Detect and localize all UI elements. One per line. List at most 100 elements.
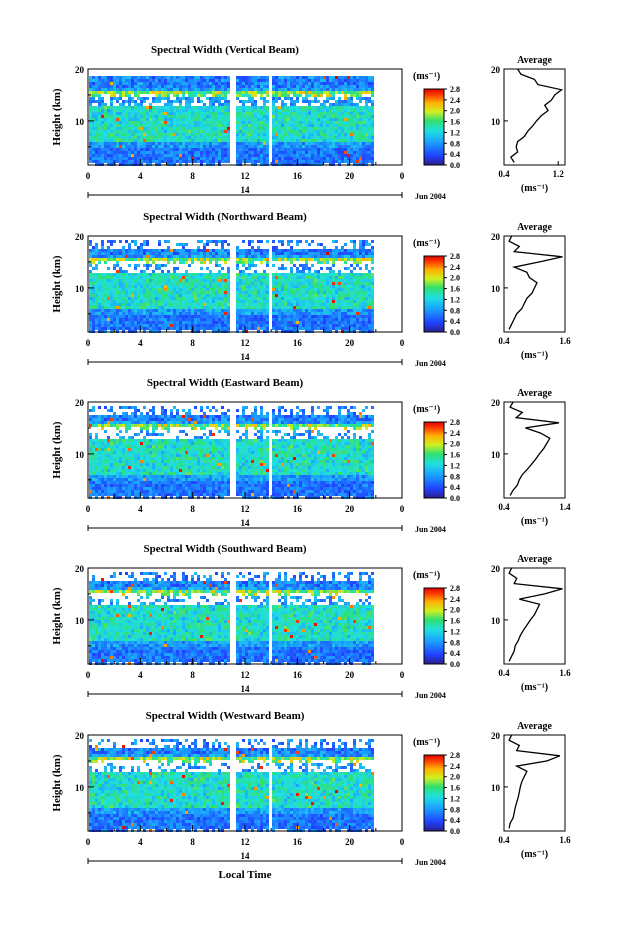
heatmap-cell	[167, 97, 170, 100]
heatmap-cell	[209, 321, 212, 324]
heatmap-cell	[221, 327, 224, 330]
heatmap-cell	[206, 148, 209, 151]
heatmap-cell	[353, 154, 356, 157]
heatmap-cell	[191, 258, 194, 261]
heatmap-cell	[239, 133, 242, 136]
heatmap-cell	[338, 79, 341, 82]
heatmap-cell	[191, 255, 194, 258]
average-unit: (ms⁻¹)	[521, 183, 548, 194]
heatmap-cell	[152, 255, 155, 258]
heatmap-cell	[176, 118, 179, 121]
heatmap-cell	[128, 276, 131, 279]
heatmap-cell	[209, 157, 212, 160]
heatmap-cell	[329, 297, 332, 300]
heatmap-cell	[263, 88, 266, 91]
heatmap-cell	[296, 115, 299, 118]
heatmap-cell	[203, 327, 206, 330]
heatmap-cell	[350, 282, 353, 285]
heatmap-cell	[125, 324, 128, 327]
heatmap-cell	[89, 273, 92, 276]
heatmap-cell	[224, 136, 227, 139]
heatmap-cell	[329, 282, 332, 285]
heatmap-cell	[311, 130, 314, 133]
heatmap-cell	[260, 258, 263, 261]
heatmap-cell	[158, 133, 161, 136]
heatmap-cell	[134, 252, 137, 255]
heatmap-cell	[365, 151, 368, 154]
heatmap-cell	[143, 282, 146, 285]
heatmap-cell	[149, 148, 152, 151]
heatmap-cell	[248, 130, 251, 133]
heatmap-cell	[272, 91, 275, 94]
heatmap-cell	[329, 130, 332, 133]
heatmap-cell	[215, 252, 218, 255]
heatmap-cell	[284, 157, 287, 160]
heatmap-cell	[155, 288, 158, 291]
heatmap-cell	[122, 112, 125, 115]
heatmap-cell	[347, 151, 350, 154]
heatmap-cell	[191, 294, 194, 297]
heatmap-cell	[95, 309, 98, 312]
heatmap-cell	[146, 282, 149, 285]
heatmap-cell	[182, 157, 185, 160]
heatmap-cell	[215, 291, 218, 294]
heatmap-cell	[266, 76, 269, 79]
heatmap-cell	[101, 139, 104, 142]
heatmap-cell	[338, 88, 341, 91]
heatmap-cell	[149, 318, 152, 321]
heatmap-cell	[101, 297, 104, 300]
heatmap-cell	[278, 133, 281, 136]
heatmap-cell	[284, 151, 287, 154]
heatmap-cell	[209, 306, 212, 309]
heatmap-cell	[215, 249, 218, 252]
heatmap-cell	[146, 136, 149, 139]
heatmap-cell	[371, 130, 374, 133]
heatmap-cell	[221, 112, 224, 115]
heatmap-cell	[119, 315, 122, 318]
heatmap-cell	[221, 109, 224, 112]
heatmap-cell	[254, 118, 257, 121]
heatmap-cell	[266, 79, 269, 82]
heatmap-cell	[320, 115, 323, 118]
heatmap-cell	[227, 291, 230, 294]
heatmap-cell	[224, 279, 227, 282]
colorbar-tick-label: 2.4	[450, 96, 460, 105]
heatmap-cell	[164, 97, 167, 100]
heatmap-cell	[122, 124, 125, 127]
heatmap-cell	[104, 303, 107, 306]
heatmap-cell	[215, 139, 218, 142]
heatmap-cell	[224, 85, 227, 88]
heatmap-cell	[371, 109, 374, 112]
heatmap-cell	[191, 124, 194, 127]
heatmap-cell	[179, 306, 182, 309]
heatmap-cell	[161, 252, 164, 255]
heatmap-cell	[368, 139, 371, 142]
heatmap-cell	[197, 139, 200, 142]
heatmap-cell	[305, 100, 308, 103]
heatmap-cell	[164, 279, 167, 282]
heatmap-cell	[251, 88, 254, 91]
heatmap-cell	[308, 127, 311, 130]
heatmap-cell	[110, 88, 113, 91]
heatmap-cell	[221, 103, 224, 106]
heatmap-cell	[227, 327, 230, 330]
heatmap-cell	[221, 118, 224, 121]
heatmap-cell	[215, 85, 218, 88]
heatmap-cell	[263, 249, 266, 252]
heatmap-cell	[332, 88, 335, 91]
heatmap-cell	[215, 306, 218, 309]
heatmap-cell	[335, 160, 338, 163]
heatmap-cell	[101, 315, 104, 318]
heatmap-cell	[302, 160, 305, 163]
heatmap-cell	[278, 82, 281, 85]
heatmap-cell	[302, 130, 305, 133]
heatmap-cell	[191, 309, 194, 312]
heatmap-cell	[107, 246, 110, 249]
heatmap-cell	[284, 124, 287, 127]
heatmap-cell	[275, 279, 278, 282]
heatmap-cell	[200, 261, 203, 264]
heatmap-cell	[332, 127, 335, 130]
heatmap-cell	[248, 100, 251, 103]
heatmap-cell	[320, 136, 323, 139]
heatmap-cell	[272, 303, 275, 306]
